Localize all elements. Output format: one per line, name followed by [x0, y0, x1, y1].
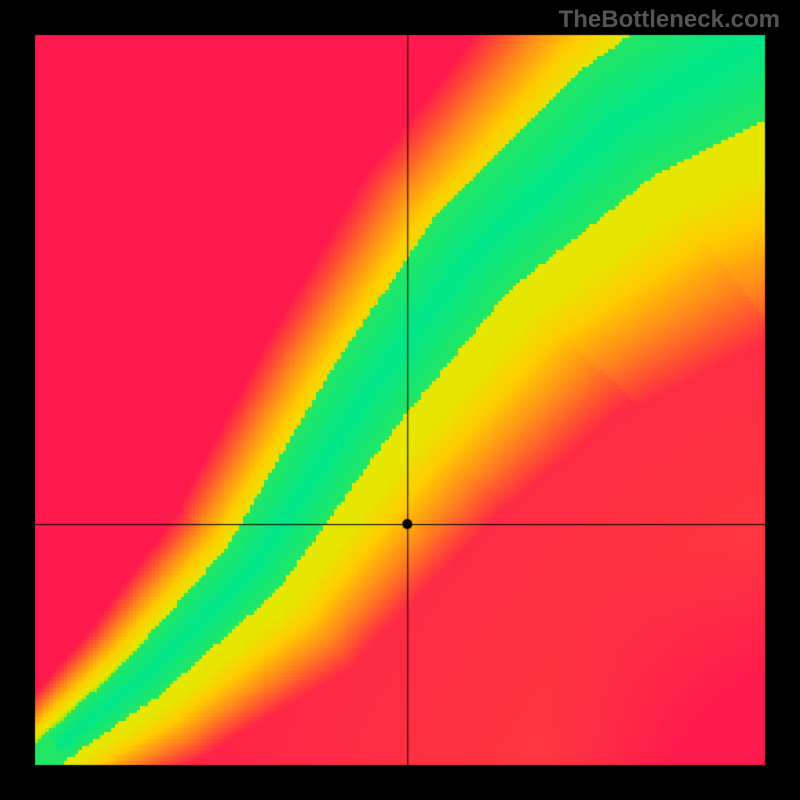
chart-container: TheBottleneck.com: [0, 0, 800, 800]
watermark-text: TheBottleneck.com: [559, 6, 780, 34]
heatmap-canvas: [0, 0, 800, 800]
